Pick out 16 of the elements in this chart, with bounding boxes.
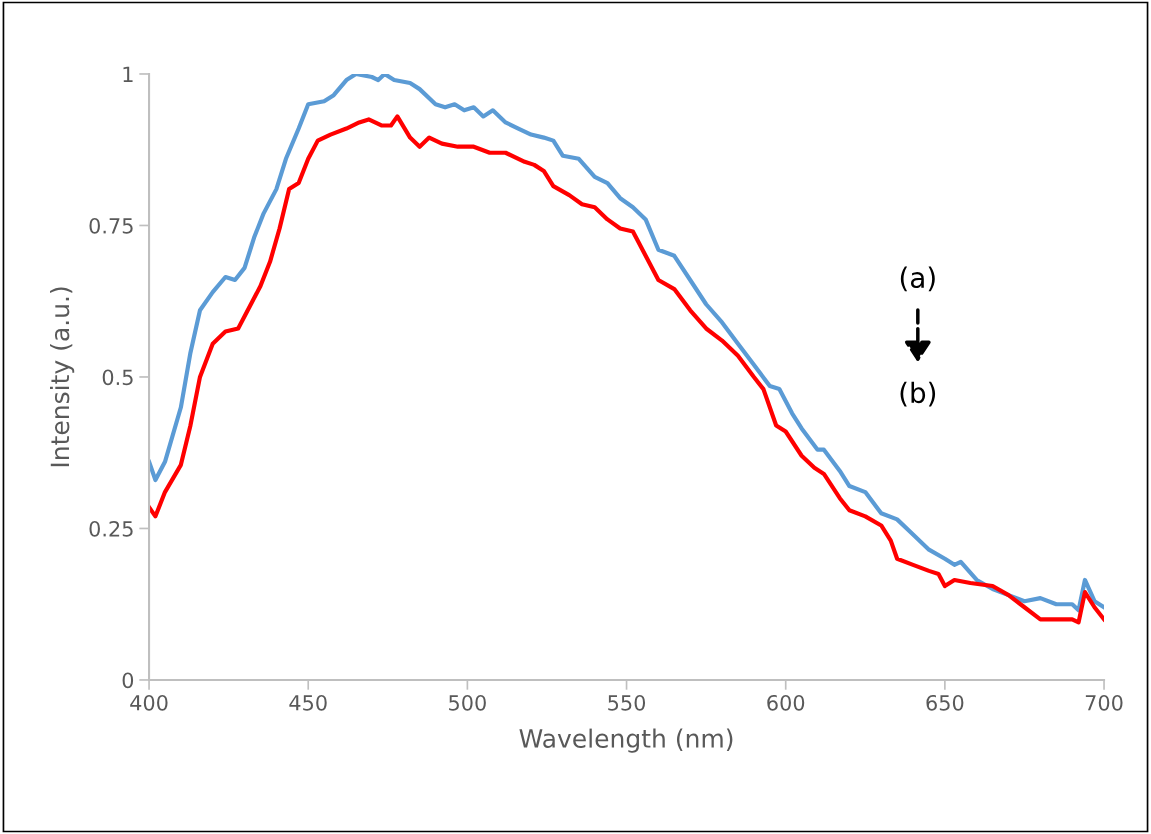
y-tick-label: 0 xyxy=(122,672,134,689)
x-tick-label: 400 xyxy=(130,694,168,711)
y-tick-label: 0.25 xyxy=(89,520,133,537)
x-tick-label: 600 xyxy=(767,694,805,711)
y-tick-label: 0.75 xyxy=(89,217,133,234)
x-axis-title: Wavelength (nm) xyxy=(519,728,733,753)
x-tick-label: 500 xyxy=(449,694,486,711)
x-tick-label: 700 xyxy=(1085,694,1123,711)
x-tick-label: 550 xyxy=(608,694,646,711)
y-tick-label: 1 xyxy=(123,66,133,82)
annotation: (a) xyxy=(900,266,935,292)
annotation: (b) xyxy=(900,381,936,407)
x-tick-label: 650 xyxy=(926,694,964,711)
x-tick-label: 450 xyxy=(289,694,327,711)
y-axis-title: Intensity (a.u.) xyxy=(50,287,75,467)
y-tick-label: 0.5 xyxy=(102,369,133,386)
